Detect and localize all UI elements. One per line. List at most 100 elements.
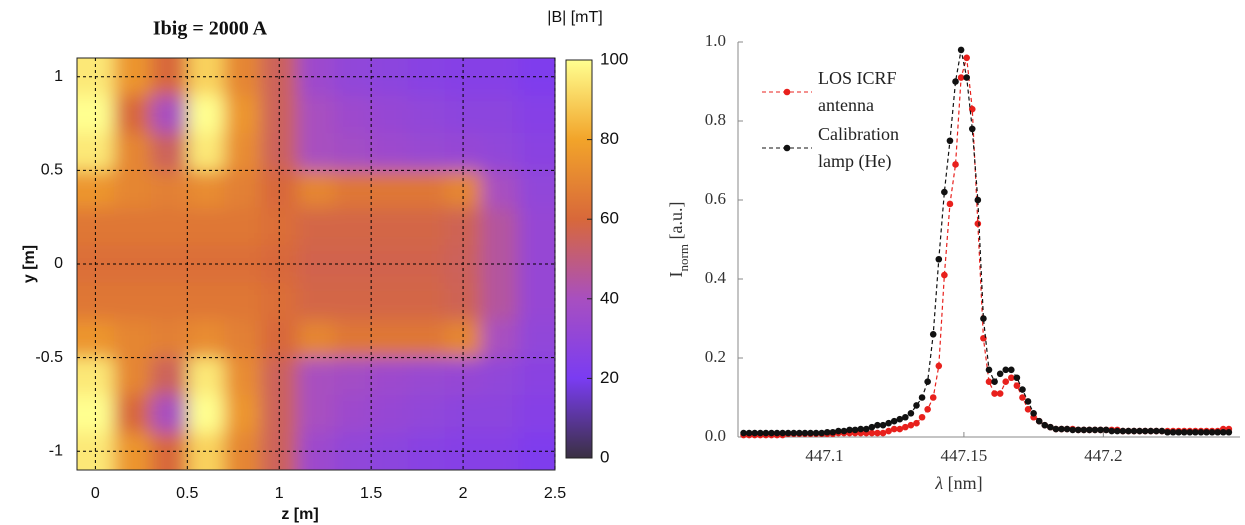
heatmap-cell xyxy=(444,132,483,172)
data-point xyxy=(974,220,982,227)
data-point xyxy=(879,429,887,437)
line-chart: 0.0 0.2 0.4 0.6 0.8 1.0 447.1 447.15 447.2 λ [nm]… xyxy=(666,31,1240,493)
heatmap-cell xyxy=(518,432,555,470)
heatmap-cell xyxy=(187,207,226,247)
data-point xyxy=(812,429,820,437)
heatmap-cell xyxy=(518,95,555,134)
data-point xyxy=(796,429,803,437)
data-point xyxy=(757,429,764,437)
data-point xyxy=(1180,428,1188,436)
data-point xyxy=(1013,374,1021,382)
heatmap-cell xyxy=(77,95,115,134)
data-point xyxy=(1113,427,1121,435)
heatmap-cell xyxy=(297,320,336,359)
legend-label: Calibration lamp (He) xyxy=(818,124,899,171)
y-axis-unit: [a.u.] xyxy=(666,202,686,244)
data-point xyxy=(991,378,998,386)
data-point xyxy=(1058,425,1065,433)
heatmap-cell xyxy=(113,95,152,134)
data-point xyxy=(1192,428,1199,436)
heatmap-cell xyxy=(297,58,336,97)
data-point xyxy=(1153,427,1160,435)
data-point xyxy=(935,362,943,370)
colorbar-tick-label: 20 xyxy=(600,368,619,387)
heatmap-cell xyxy=(113,320,152,359)
data-point xyxy=(1214,428,1221,436)
data-point xyxy=(1175,428,1182,436)
x-tick-label: 447.15 xyxy=(941,446,988,465)
heatmap-cell xyxy=(224,170,262,209)
data-point xyxy=(907,421,915,429)
heatmap-cell xyxy=(297,170,336,209)
heatmap-cell xyxy=(150,357,189,397)
heatmap-cell xyxy=(297,395,336,434)
y-tick-label: 0.0 xyxy=(705,426,726,445)
data-point xyxy=(907,410,915,417)
heatmap-cell xyxy=(518,357,555,397)
heatmap-cell xyxy=(518,320,555,359)
heatmap-cell xyxy=(518,132,555,172)
heatmap-cell xyxy=(481,395,520,434)
data-point xyxy=(902,413,909,421)
y-tick-label: 1.0 xyxy=(705,31,726,50)
data-point xyxy=(1024,398,1032,405)
data-point xyxy=(985,378,993,386)
heatmap-cell xyxy=(224,95,262,134)
data-point xyxy=(868,423,876,431)
heatmap-cell xyxy=(113,395,152,434)
heatmap-cell xyxy=(150,95,189,134)
y-tick-label: 0.2 xyxy=(705,347,726,366)
heatmap-cell xyxy=(481,58,520,97)
data-point xyxy=(929,394,937,401)
heatmap-cell xyxy=(77,58,115,97)
data-point xyxy=(952,161,959,168)
data-point xyxy=(1002,366,1010,374)
legend-marker xyxy=(783,88,791,96)
data-point xyxy=(879,421,887,429)
heatmap-cell xyxy=(518,395,555,434)
heatmap-cell xyxy=(371,395,409,434)
heatmap-cell xyxy=(334,432,373,470)
heatmap-cell xyxy=(77,357,115,397)
data-point xyxy=(1013,382,1021,389)
heatmap-cell xyxy=(187,357,226,397)
data-point xyxy=(784,429,792,437)
x-tick-label: 1.5 xyxy=(360,485,382,502)
data-point xyxy=(1164,428,1171,436)
heatmap-cell xyxy=(187,282,226,322)
heatmap-cell xyxy=(187,170,226,209)
heatmap-cell xyxy=(371,207,409,247)
data-point xyxy=(885,419,892,427)
data-point xyxy=(1008,366,1015,374)
data-point xyxy=(790,429,798,437)
heatmap-cell xyxy=(297,207,336,247)
data-point xyxy=(1208,428,1216,436)
y-axis-subscript: norm xyxy=(676,244,691,271)
heatmap-cell xyxy=(334,170,373,209)
heatmap-cell xyxy=(150,132,189,172)
heatmap-chart: 0 0.5 1 1.5 2 2.5 -1 -0.5 0 0.5 1 Ibig = 2000 A z [m… xyxy=(21,9,628,523)
heatmap-cell xyxy=(77,132,115,172)
heatmap-cell xyxy=(77,207,115,247)
y-tick-label: 0 xyxy=(54,255,63,272)
data-point xyxy=(1063,425,1071,433)
x-tick-label: 0 xyxy=(91,485,100,502)
heatmap-cell xyxy=(113,207,152,247)
heatmap-cell xyxy=(407,132,446,172)
data-point xyxy=(1108,427,1116,435)
data-point xyxy=(935,255,943,263)
x-tick-label: 2 xyxy=(459,485,468,502)
data-point xyxy=(835,427,842,435)
heatmap-cell xyxy=(224,282,262,322)
heatmap-cell xyxy=(150,395,189,434)
colorbar-tick-label: 0 xyxy=(600,447,609,466)
data-point xyxy=(1030,410,1037,417)
heatmap-cell xyxy=(371,357,409,397)
x-tick-label: 1 xyxy=(275,485,284,502)
data-point xyxy=(779,429,786,437)
data-point xyxy=(823,428,831,436)
data-point xyxy=(896,425,904,433)
data-point xyxy=(1125,427,1132,435)
